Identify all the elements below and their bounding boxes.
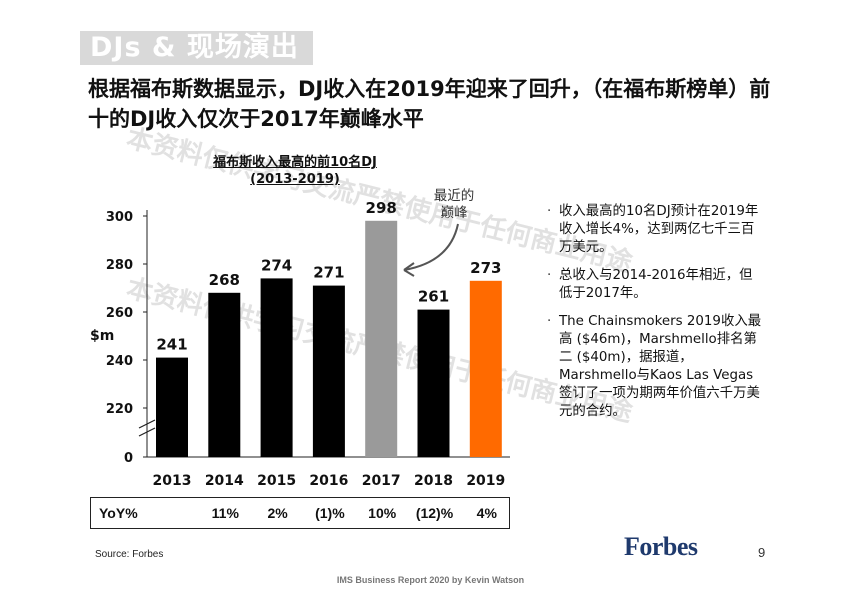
annotation-arrow xyxy=(403,223,459,271)
bar-2017 xyxy=(365,220,398,457)
yoy-table: YoY% 11% 2% (1)% 10% (12)% 4% xyxy=(90,497,510,529)
bar-2019 xyxy=(469,280,502,457)
data-label: 271 xyxy=(313,264,344,282)
footer-credit: IMS Business Report 2020 by Kevin Watson xyxy=(336,575,525,585)
bullet-item: 收入最高的10名DJ预计在2019年收入增长4%，达到两亿七千三百万美元。 xyxy=(545,203,763,257)
section-tag: DJs & 现场演出 xyxy=(80,31,313,65)
annotation-text: 最近的 xyxy=(434,188,475,204)
x-tick-label: 2018 xyxy=(414,473,453,489)
axis-break-mark xyxy=(138,419,156,429)
page-headline: 根据福布斯数据显示，DJ收入在2019年迎来了回升，（在福布斯榜单）前十的DJ收… xyxy=(88,77,771,131)
annotation-text: 巅峰 xyxy=(441,205,468,221)
yoy-value: 10% xyxy=(368,505,397,521)
y-tick-label: 220 xyxy=(106,402,133,417)
yoy-label: YoY% xyxy=(99,505,138,521)
x-tick-label: 2016 xyxy=(309,473,348,489)
y-tick-label: 280 xyxy=(106,258,133,273)
bullet-item: The Chainsmokers 2019收入最高 ($46m)，Marshme… xyxy=(545,313,763,421)
data-label: 274 xyxy=(261,256,292,274)
data-label: 273 xyxy=(470,259,501,277)
data-label: 261 xyxy=(418,288,449,306)
source-note: Source: Forbes xyxy=(95,549,164,560)
axis-break-mark xyxy=(138,427,156,437)
y-axis-label: $m xyxy=(90,328,114,344)
data-label: 268 xyxy=(209,271,240,289)
x-tick-label: 2014 xyxy=(205,473,244,489)
yoy-value: 2% xyxy=(267,505,288,521)
forbes-logo: Forbes xyxy=(624,532,698,561)
yoy-value: (12)% xyxy=(415,505,454,521)
yoy-value: 4% xyxy=(476,505,497,521)
data-label: 241 xyxy=(156,336,187,354)
chart-title-block: 福布斯收入最高的前10名DJ (2013-2019) xyxy=(165,154,425,188)
bar-2015 xyxy=(260,278,293,457)
bullet-list: 收入最高的10名DJ预计在2019年收入增长4%，达到两亿七千三百万美元。 总收… xyxy=(545,203,763,431)
bar-2018 xyxy=(417,309,450,457)
annotation-arrowhead xyxy=(403,262,415,277)
bar-2014 xyxy=(208,292,241,457)
yoy-value: (1)% xyxy=(315,505,345,521)
x-tick-label: 2015 xyxy=(257,473,296,489)
chart-title: 福布斯收入最高的前10名DJ xyxy=(213,155,377,170)
y-tick-label: 300 xyxy=(106,210,133,225)
bullet-item: 总收入与2014-2016年相近，但低于2017年。 xyxy=(545,267,763,303)
bar-2016 xyxy=(312,285,345,457)
x-tick-label: 2013 xyxy=(153,473,192,489)
y-tick-label: 0 xyxy=(124,451,133,466)
yoy-value: 11% xyxy=(211,505,239,521)
x-tick-label: 2019 xyxy=(466,473,505,489)
data-label: 298 xyxy=(366,199,397,217)
bar-2013 xyxy=(156,357,188,457)
y-tick-label: 260 xyxy=(106,306,133,321)
x-tick-label: 2017 xyxy=(362,473,401,489)
y-tick-label: 240 xyxy=(106,354,133,369)
chart-subtitle: (2013-2019) xyxy=(250,172,340,187)
page-number: 9 xyxy=(758,545,766,560)
